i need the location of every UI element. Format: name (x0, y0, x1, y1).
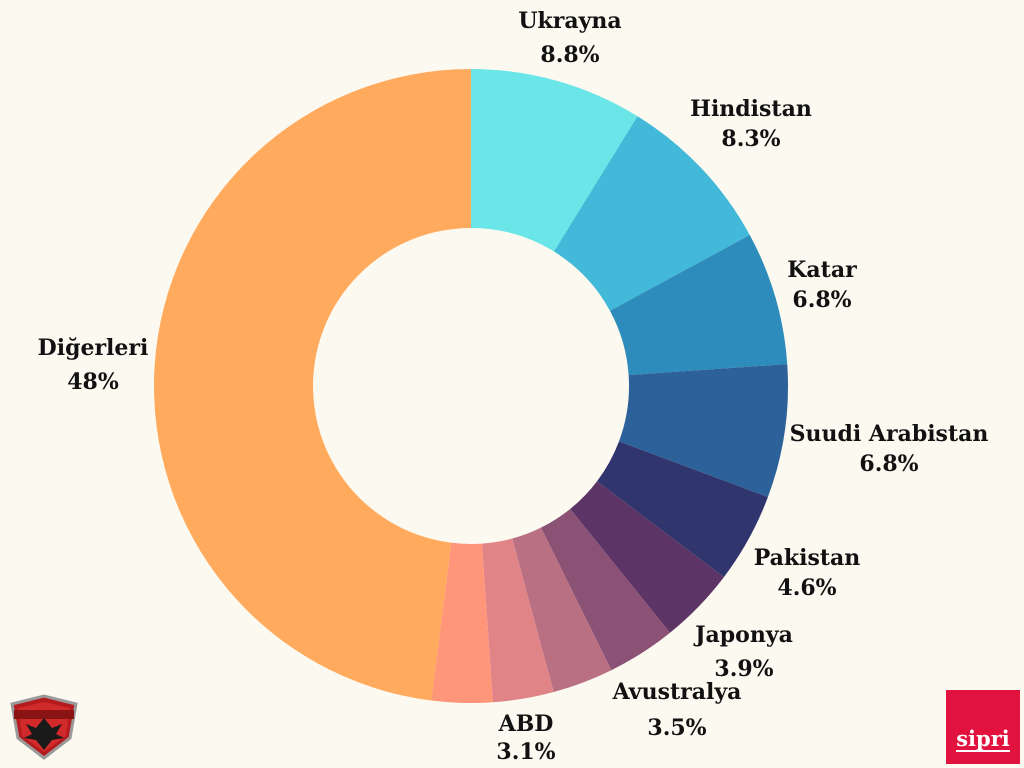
slice-value-label: 3.9% (714, 656, 773, 682)
donut-slice-hindistan (553, 116, 750, 311)
slice-value-label: 6.8% (792, 287, 851, 313)
sipri-logo: sipri (946, 690, 1020, 764)
slice-value-label: 3.1% (496, 739, 555, 765)
slice-value-label: 3.5% (647, 715, 706, 741)
donut-slice-suudi-arabistan (618, 364, 788, 498)
slice-value-label: 6.8% (859, 451, 918, 477)
defence-turk-logo (8, 694, 80, 760)
slice-label: Pakistan (754, 545, 861, 571)
donut-slice-pakistan (597, 441, 768, 578)
slice-label: Suudi Arabistan (790, 421, 989, 447)
slice-value-label: 8.8% (540, 42, 599, 68)
donut-slice-9 (431, 542, 493, 703)
donut-slice-8 (481, 538, 554, 703)
slice-label: Ukrayna (518, 8, 621, 34)
donut-slice-ukrayna (471, 69, 638, 252)
slice-label: ABD (498, 711, 554, 737)
donut-slice-di-erleri (153, 69, 471, 701)
sipri-logo-text: sipri (956, 726, 1010, 752)
donut-slice-avustralya (540, 508, 670, 671)
slice-value-label: 8.3% (721, 126, 780, 152)
slice-label: Hindistan (690, 96, 812, 122)
slice-label: Avustralya (612, 679, 742, 705)
slice-label: Diğerleri (38, 335, 149, 361)
slice-value-label: 48% (67, 369, 119, 395)
donut-slice-abd (512, 527, 612, 693)
slice-label: Japonya (693, 622, 793, 648)
donut-slice-japonya (570, 481, 724, 633)
slice-value-label: 4.6% (777, 575, 836, 601)
donut-slice-katar (609, 235, 788, 376)
slice-label: Katar (787, 257, 857, 283)
